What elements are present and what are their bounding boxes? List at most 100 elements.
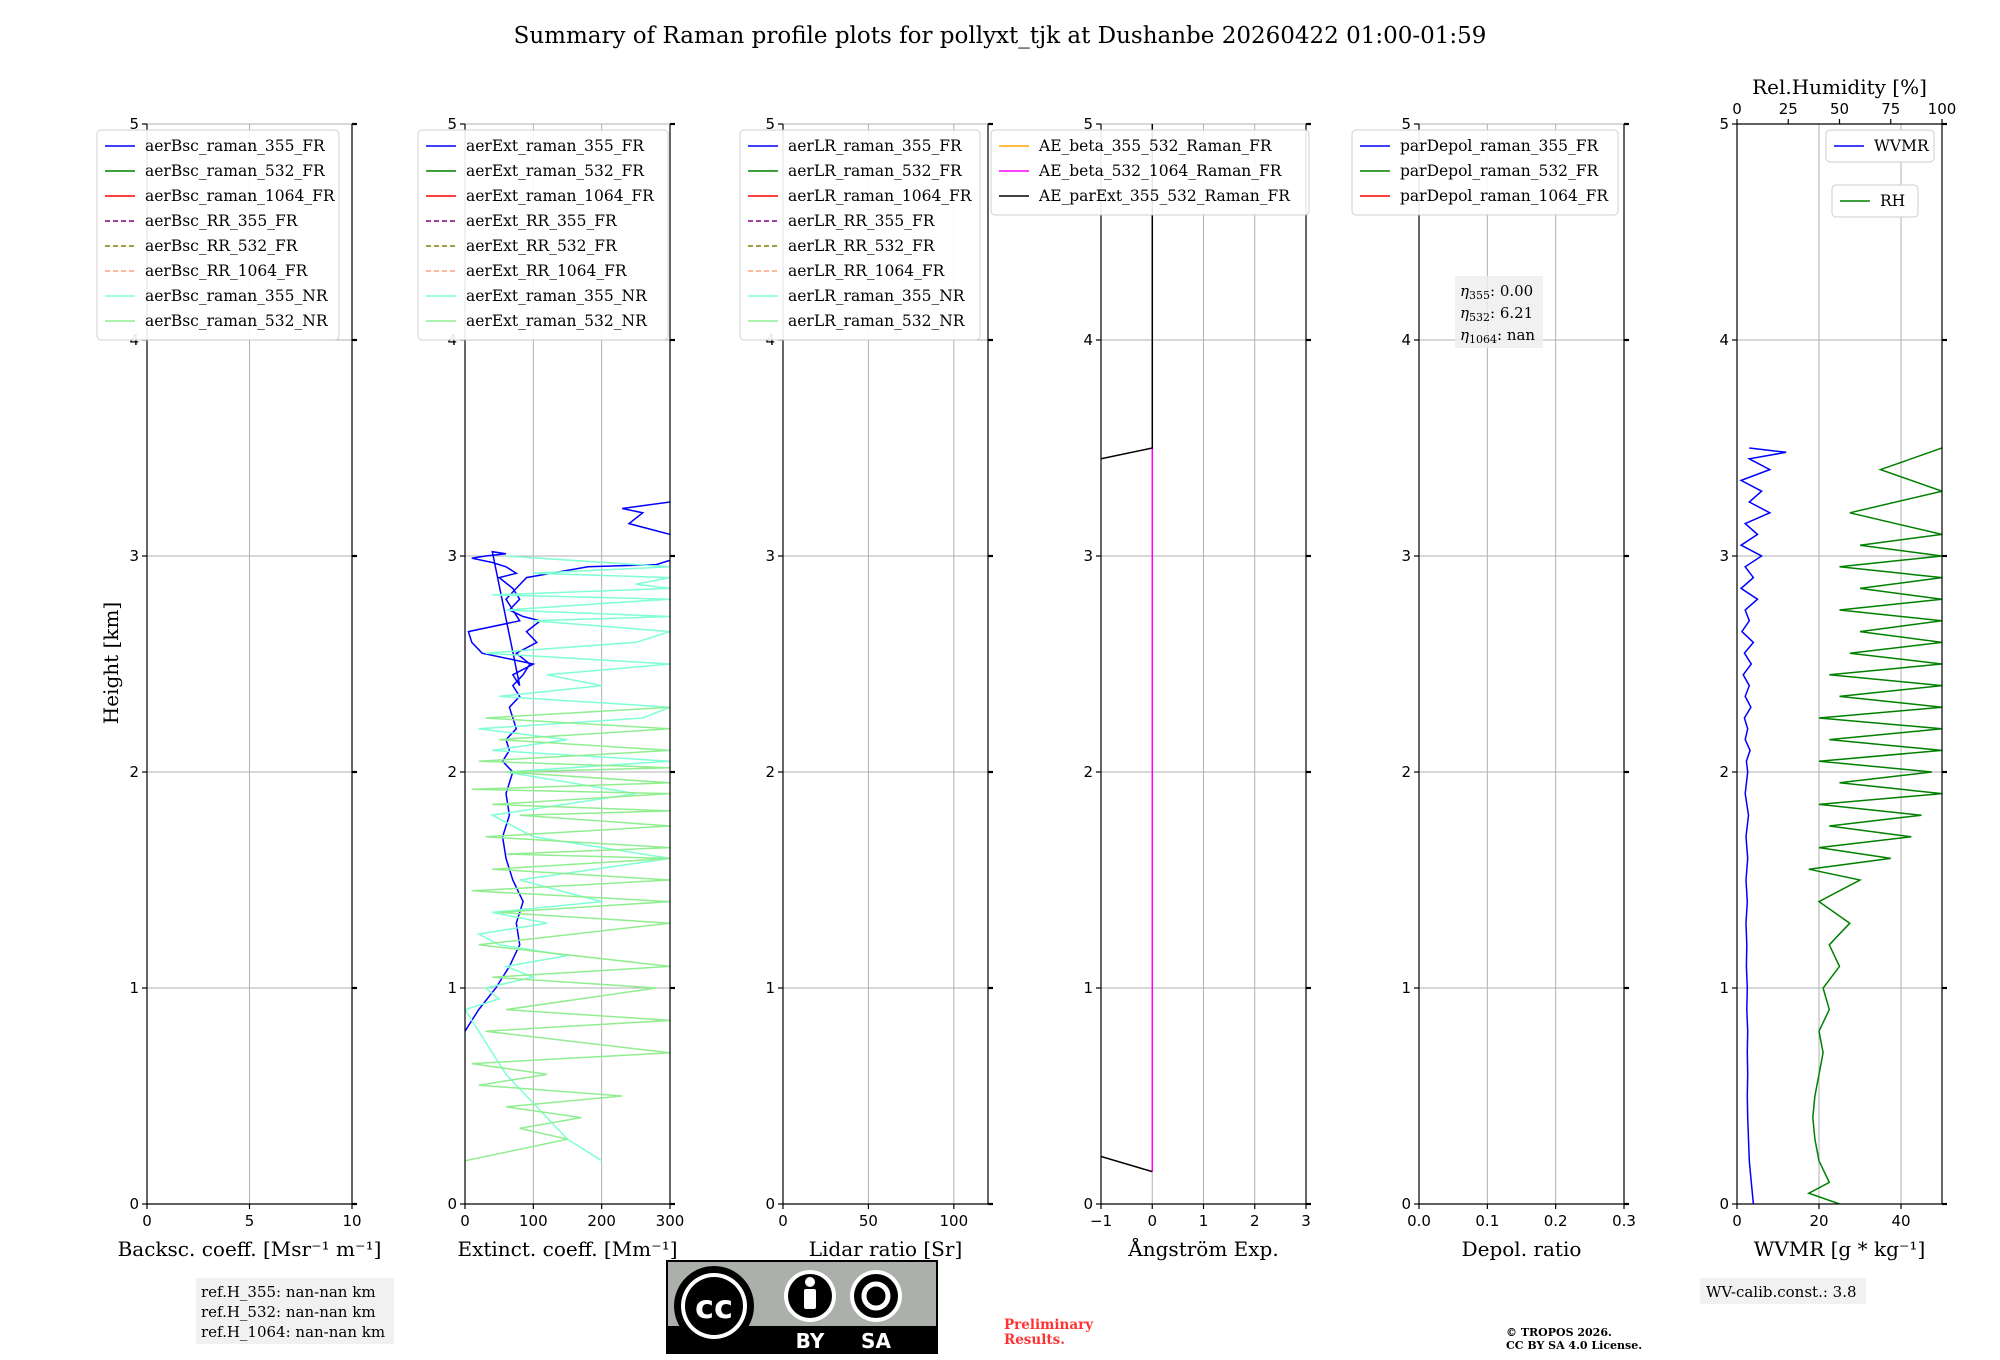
eta-line: η532: 6.21 bbox=[1460, 304, 1533, 324]
legend-label: aerBsc_RR_532_FR bbox=[145, 237, 299, 255]
top-tick-label: 0 bbox=[1732, 100, 1742, 118]
eta-line: η355: 0.00 bbox=[1460, 282, 1533, 302]
y-tick-label: 2 bbox=[1083, 763, 1093, 781]
eta-line: η1064: nan bbox=[1460, 326, 1535, 346]
y-tick-label: 0 bbox=[1083, 1195, 1093, 1213]
x-tick-label: 0.0 bbox=[1407, 1212, 1431, 1230]
legend-label: aerLR_RR_1064_FR bbox=[788, 262, 946, 280]
x-tick-label: 10 bbox=[342, 1212, 361, 1230]
series-AE_parExt_355_532_Raman_FR bbox=[1101, 1155, 1153, 1173]
figure-title: Summary of Raman profile plots for polly… bbox=[514, 23, 1487, 49]
legend-label: aerLR_raman_355_FR bbox=[788, 137, 963, 155]
legend-box bbox=[417, 129, 669, 341]
y-tick-label: 4 bbox=[1083, 331, 1093, 349]
ref-h-532: ref.H_532: nan-nan km bbox=[201, 1303, 376, 1321]
y-tick-label: 5 bbox=[447, 115, 457, 133]
x-tick-label: 0.1 bbox=[1475, 1212, 1499, 1230]
legend-label: aerBsc_raman_355_NR bbox=[145, 287, 329, 305]
legend-label: aerBsc_raman_532_NR bbox=[145, 312, 329, 330]
x-axis-label: Extinct. coeff. [Mm⁻¹] bbox=[457, 1237, 677, 1261]
x-tick-label: 0.2 bbox=[1544, 1212, 1568, 1230]
series-group bbox=[465, 501, 670, 1162]
legend-label: aerBsc_raman_1064_FR bbox=[145, 187, 336, 205]
series-AE_parExt_355_532_Raman_FR bbox=[1101, 124, 1154, 460]
y-tick-label: 5 bbox=[1719, 115, 1729, 133]
x-tick-label: 200 bbox=[587, 1212, 616, 1230]
y-tick-label: 5 bbox=[129, 115, 139, 133]
legend-box bbox=[1351, 129, 1619, 216]
reference-height-box: ref.H_355: nan-nan km ref.H_532: nan-nan… bbox=[196, 1278, 394, 1344]
wv-calib-text: WV-calib.const.: 3.8 bbox=[1706, 1283, 1857, 1301]
reference-height-box-bg bbox=[196, 1278, 394, 1344]
y-tick-label: 3 bbox=[129, 547, 139, 565]
x-tick-label: 50 bbox=[859, 1212, 878, 1230]
preliminary-line2: Results. bbox=[1004, 1332, 1065, 1348]
y-tick-label: 1 bbox=[447, 979, 457, 997]
x-tick-label: 100 bbox=[940, 1212, 969, 1230]
y-tick-label: 1 bbox=[1719, 979, 1729, 997]
x-axis-label: WVMR [g * kg⁻¹] bbox=[1754, 1237, 1926, 1261]
legend-label: aerLR_raman_355_NR bbox=[788, 287, 966, 305]
copyright-line2: CC BY SA 4.0 License. bbox=[1506, 1339, 1642, 1352]
y-tick-label: 2 bbox=[765, 763, 775, 781]
badge-by-text: BY bbox=[796, 1329, 825, 1353]
x-tick-label: 0 bbox=[1147, 1212, 1157, 1230]
panel-bsc: 0123450510Backsc. coeff. [Msr⁻¹ m⁻¹]aerB… bbox=[96, 115, 381, 1261]
legend-label: aerBsc_RR_1064_FR bbox=[145, 262, 309, 280]
y-tick-label: 0 bbox=[1719, 1195, 1729, 1213]
legend-label: aerExt_RR_355_FR bbox=[466, 212, 618, 230]
legend-label: aerLR_raman_532_FR bbox=[788, 162, 963, 180]
y-tick-label: 0 bbox=[129, 1195, 139, 1213]
legend-box bbox=[990, 129, 1310, 216]
legend-label: AE_beta_355_532_Raman_FR bbox=[1038, 137, 1273, 155]
series-WVMR bbox=[1739, 447, 1787, 1204]
x-tick-label: 5 bbox=[245, 1212, 255, 1230]
x-tick-label: 1 bbox=[1199, 1212, 1209, 1230]
x-axis-label: Depol. ratio bbox=[1462, 1237, 1582, 1261]
y-tick-label: 2 bbox=[129, 763, 139, 781]
y-tick-label: 2 bbox=[447, 763, 457, 781]
x-tick-label: 3 bbox=[1301, 1212, 1311, 1230]
series-group bbox=[1101, 124, 1154, 1173]
copyright-line1: © TROPOS 2026. bbox=[1506, 1326, 1612, 1339]
legend-label: aerExt_raman_532_FR bbox=[466, 162, 645, 180]
legend-label: RH bbox=[1880, 192, 1905, 210]
preliminary-line1: Preliminary bbox=[1004, 1317, 1094, 1333]
legend-box bbox=[96, 129, 340, 341]
y-tick-label: 5 bbox=[765, 115, 775, 133]
y-tick-label: 4 bbox=[1719, 331, 1729, 349]
x-tick-label: 100 bbox=[519, 1212, 548, 1230]
legend-box bbox=[739, 129, 981, 341]
legend-box bbox=[1831, 184, 1919, 218]
ref-h-355: ref.H_355: nan-nan km bbox=[201, 1283, 376, 1301]
wv-calib-box: WV-calib.const.: 3.8 bbox=[1700, 1278, 1866, 1304]
y-tick-label: 0 bbox=[1401, 1195, 1411, 1213]
x-tick-label: 40 bbox=[1891, 1212, 1910, 1230]
panel-ext: 0123450100200300Extinct. coeff. [Mm⁻¹]ae… bbox=[417, 115, 685, 1261]
cc-license-badge: cc BY SA bbox=[666, 1260, 938, 1354]
y-tick-label: 3 bbox=[1401, 547, 1411, 565]
series-RH bbox=[1806, 447, 1942, 1204]
legend-label: aerExt_raman_355_FR bbox=[466, 137, 645, 155]
x-axis-label: Lidar ratio [Sr] bbox=[809, 1237, 963, 1261]
legend-box bbox=[1825, 129, 1935, 163]
x-tick-label: 300 bbox=[656, 1212, 685, 1230]
ref-h-1064: ref.H_1064: nan-nan km bbox=[201, 1323, 385, 1341]
top-tick-label: 75 bbox=[1881, 100, 1900, 118]
x-tick-label: 0.3 bbox=[1612, 1212, 1636, 1230]
legend-label: aerExt_raman_1064_FR bbox=[466, 187, 655, 205]
x-tick-label: 20 bbox=[1809, 1212, 1828, 1230]
top-tick-label: 100 bbox=[1928, 100, 1957, 118]
legend-label: aerExt_RR_1064_FR bbox=[466, 262, 628, 280]
y-tick-label: 4 bbox=[1401, 331, 1411, 349]
y-tick-label: 3 bbox=[447, 547, 457, 565]
top-tick-label: 50 bbox=[1830, 100, 1849, 118]
legend-label: aerExt_raman_355_NR bbox=[466, 287, 648, 305]
legend-label: parDepol_raman_355_FR bbox=[1400, 137, 1600, 155]
y-tick-label: 2 bbox=[1719, 763, 1729, 781]
legend-label: aerLR_raman_532_NR bbox=[788, 312, 966, 330]
x-tick-label: −1 bbox=[1090, 1212, 1112, 1230]
